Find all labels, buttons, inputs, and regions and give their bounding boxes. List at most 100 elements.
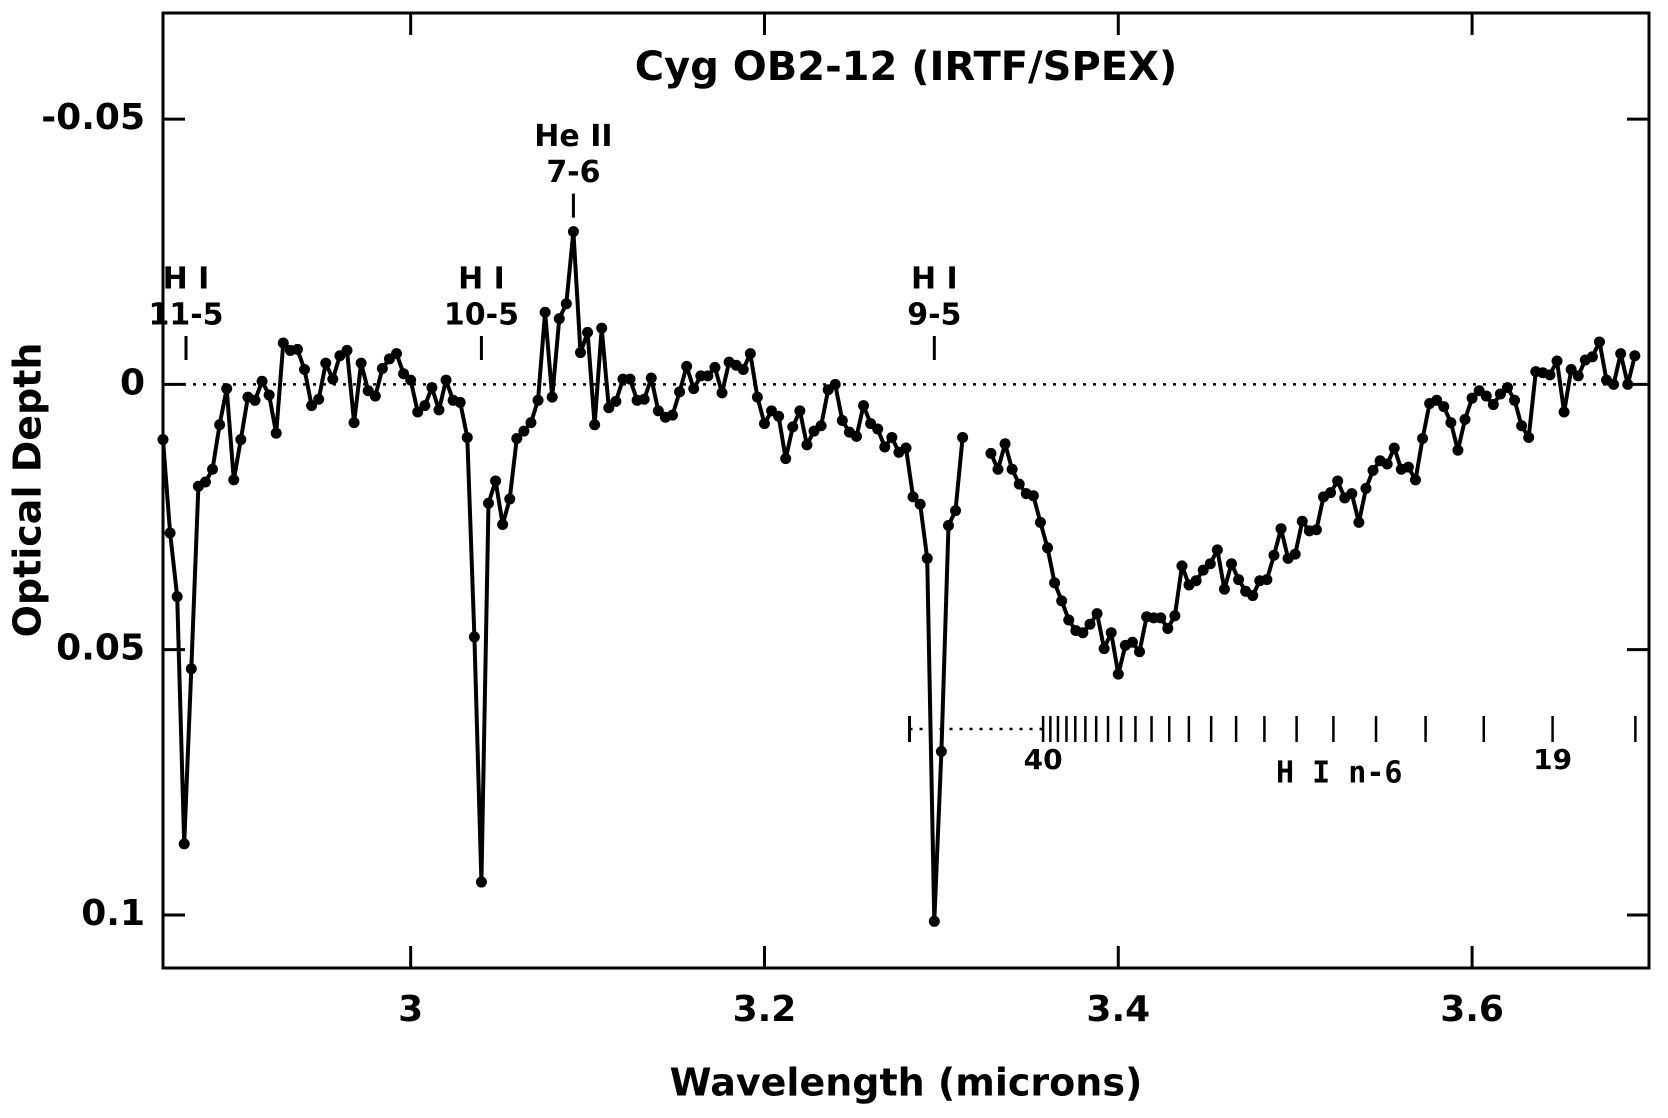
- data-point: [610, 395, 622, 407]
- data-point: [221, 383, 233, 395]
- data-point: [235, 434, 247, 446]
- data-point: [299, 364, 311, 376]
- data-point: [603, 402, 615, 414]
- data-point: [1516, 420, 1528, 432]
- data-point: [1176, 560, 1188, 572]
- data-point: [1325, 487, 1337, 499]
- data-point: [433, 404, 445, 416]
- data-point: [1091, 608, 1103, 620]
- data-point: [1409, 474, 1421, 486]
- data-point: [1353, 516, 1365, 528]
- data-point: [850, 430, 862, 442]
- data-point: [1487, 399, 1499, 411]
- data-point: [1346, 488, 1358, 500]
- data-point: [688, 383, 700, 395]
- data-point: [872, 423, 884, 435]
- data-point: [1211, 544, 1223, 556]
- data-point: [1006, 463, 1018, 475]
- plot-frame: [161, 11, 1651, 970]
- data-point: [560, 298, 572, 310]
- data-point: [1268, 549, 1280, 561]
- data-point: [1155, 612, 1167, 624]
- data-point: [1261, 574, 1273, 586]
- data-point: [178, 838, 190, 850]
- data-point: [504, 493, 516, 505]
- data-point: [567, 226, 579, 238]
- data-point: [921, 552, 933, 564]
- annotation-label: 9-5: [907, 298, 961, 333]
- data-point: [277, 337, 289, 349]
- data-point: [624, 373, 636, 385]
- data-point: [1247, 590, 1259, 602]
- data-point: [355, 357, 367, 369]
- annotation-label: H I: [911, 262, 958, 297]
- annotation-label: H I: [458, 262, 505, 297]
- data-point: [313, 393, 325, 405]
- data-point: [1084, 618, 1096, 630]
- data-point: [341, 344, 353, 356]
- data-point: [185, 663, 197, 675]
- data-point: [773, 410, 785, 422]
- data-point: [440, 374, 452, 386]
- data-point: [1586, 351, 1598, 363]
- data-point: [171, 591, 183, 603]
- data-point: [475, 876, 487, 888]
- data-point: [327, 373, 339, 385]
- data-point: [645, 372, 657, 384]
- data-point: [589, 419, 601, 431]
- data-point: [886, 431, 898, 443]
- data-point: [999, 438, 1011, 450]
- data-point: [1162, 622, 1174, 634]
- data-point: [914, 498, 926, 510]
- data-point: [497, 518, 509, 530]
- series-label: H I n-6: [1276, 756, 1402, 791]
- x-tick-label: 3.6: [1440, 989, 1504, 1030]
- data-point: [1063, 614, 1075, 626]
- data-point: [1431, 394, 1443, 406]
- data-point: [157, 434, 169, 446]
- series-line-label: 19: [1533, 743, 1572, 776]
- data-point: [780, 453, 792, 465]
- data-point: [553, 313, 565, 325]
- data-point: [1367, 464, 1379, 476]
- data-point: [1417, 433, 1429, 445]
- annotation-label: 10-5: [444, 298, 519, 333]
- annotation-label: H I: [163, 262, 210, 297]
- data-point: [1402, 461, 1414, 473]
- data-point: [391, 348, 403, 360]
- data-point: [1098, 643, 1110, 655]
- data-point: [1296, 515, 1308, 527]
- data-point: [214, 419, 226, 431]
- data-point: [1466, 392, 1478, 404]
- data-point: [638, 393, 650, 405]
- data-point: [1381, 458, 1393, 470]
- data-point: [1438, 401, 1450, 413]
- data-point: [1501, 382, 1513, 394]
- data-point: [879, 441, 891, 453]
- data-point: [674, 386, 686, 398]
- data-point: [957, 431, 969, 443]
- data-point: [1523, 431, 1535, 443]
- data-point: [935, 746, 947, 758]
- data-point: [539, 306, 551, 318]
- data-point: [681, 360, 693, 372]
- data-point: [1509, 394, 1521, 406]
- data-point: [928, 915, 940, 927]
- data-point: [1593, 336, 1605, 348]
- data-point: [1622, 378, 1634, 390]
- data-point: [702, 370, 714, 382]
- data-point: [1544, 369, 1556, 381]
- data-point: [369, 390, 381, 402]
- annotation-label: 7-6: [546, 155, 600, 190]
- y-tick-label: 0.1: [81, 893, 145, 934]
- data-point: [164, 527, 176, 539]
- data-point: [758, 418, 770, 430]
- x-tick-label: 3.4: [1086, 989, 1150, 1030]
- data-point: [1197, 564, 1209, 576]
- data-line: [161, 229, 1637, 924]
- data-point: [1615, 348, 1627, 360]
- data-point: [412, 406, 424, 418]
- data-point: [1077, 627, 1089, 639]
- data-point: [1027, 490, 1039, 502]
- data-point: [546, 391, 558, 403]
